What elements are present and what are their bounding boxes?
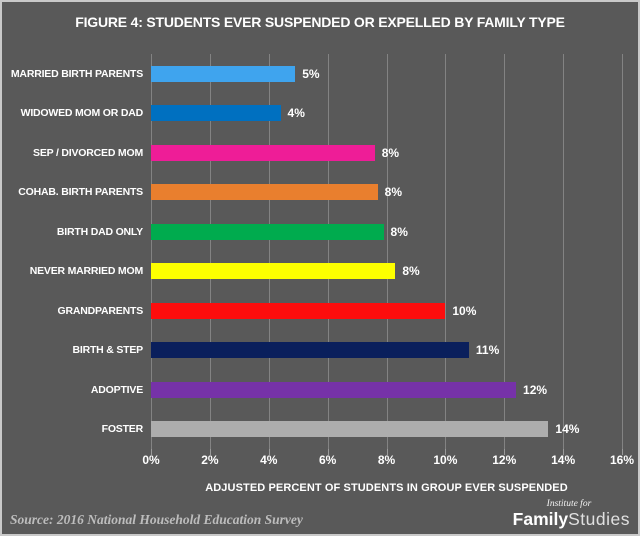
x-tick-label-12%: 12% [492, 453, 517, 467]
x-tick-label-2%: 2% [201, 453, 219, 467]
axis-tick-10% [445, 449, 447, 455]
logo-institute-for-text: Institute for [546, 498, 592, 509]
value-label-widowed-mom-or-dad: 4% [287, 106, 305, 121]
axis-tick-4% [268, 449, 270, 455]
x-tick-label-10%: 10% [433, 453, 458, 467]
x-tick-label-6%: 6% [318, 453, 337, 467]
bar-adoptive [151, 381, 517, 398]
gridline-8% [386, 54, 388, 449]
axis-tick-0% [151, 449, 152, 455]
bar-never-married-mom [151, 263, 396, 280]
value-label-never-married-mom: 8% [402, 264, 420, 279]
value-label-birth-dad-only: 8% [390, 224, 408, 239]
value-label-cohab-birth-parents: 8% [384, 185, 402, 200]
category-label-married-birth-parents: MARRIED BIRTH PARENTS [10, 67, 143, 80]
axis-tick-2% [209, 449, 211, 455]
gridline-10% [445, 54, 447, 449]
axis-tick-16% [622, 449, 623, 455]
category-label-sep-divorced-mom: SEP / DIVORCED MOM [33, 146, 143, 159]
bar-foster [151, 421, 549, 438]
bar-grandparents [151, 302, 446, 319]
bar-cohab-birth-parents [151, 184, 378, 201]
axis-tick-12% [504, 449, 506, 455]
category-label-never-married-mom: NEVER MARRIED MOM [29, 265, 143, 278]
value-label-foster: 14% [555, 422, 580, 437]
bar-married-birth-parents [151, 65, 296, 82]
logo-family-text: Family [512, 509, 569, 529]
x-tick-label-4%: 4% [260, 453, 278, 467]
value-label-married-birth-parents: 5% [302, 66, 320, 81]
category-label-cohab-birth-parents: COHAB. BIRTH PARENTS [18, 186, 143, 199]
gridline-4% [268, 54, 270, 449]
category-label-adoptive: ADOPTIVE [90, 383, 143, 396]
axis-tick-8% [386, 449, 388, 455]
gridline-2% [209, 54, 211, 449]
category-label-foster: FOSTER [101, 423, 144, 436]
bar-birth-dad-only [151, 223, 384, 240]
x-tick-label-14%: 14% [551, 453, 576, 467]
axis-tick-14% [563, 449, 565, 455]
value-label-adoptive: 12% [523, 382, 548, 397]
x-tick-label-8%: 8% [377, 453, 396, 467]
gridline-16% [622, 54, 623, 449]
source-note: Source: 2016 National Household Educatio… [10, 512, 303, 527]
institute-for-family-studies-logo: Institute for FamilyStudies [512, 498, 630, 530]
category-label-birth-step: BIRTH & STEP [72, 344, 143, 357]
bar-birth-step [151, 342, 469, 359]
axis-tick-6% [327, 449, 329, 455]
gridline-6% [327, 54, 329, 449]
gridline-0% [151, 54, 152, 449]
gridline-14% [563, 54, 565, 449]
x-axis-label: ADJUSTED PERCENT OF STUDENTS IN GROUP EV… [205, 482, 568, 494]
logo-studies-text: Studies [568, 509, 630, 529]
category-label-widowed-mom-or-dad: WIDOWED MOM OR DAD [20, 107, 144, 120]
value-label-birth-step: 11% [475, 343, 500, 358]
x-tick-label-0%: 0% [142, 453, 160, 467]
bar-widowed-mom-or-dad [151, 105, 281, 122]
x-tick-label-16%: 16% [609, 453, 635, 467]
category-label-birth-dad-only: BIRTH DAD ONLY [56, 225, 143, 238]
bar-sep-divorced-mom [151, 144, 375, 161]
category-label-grandparents: GRANDPARENTS [57, 304, 144, 317]
chart-title: FIGURE 4: STUDENTS EVER SUSPENDED OR EXP… [75, 14, 565, 30]
gridline-12% [504, 54, 506, 449]
value-label-sep-divorced-mom: 8% [381, 145, 400, 160]
value-label-grandparents: 10% [452, 303, 477, 318]
